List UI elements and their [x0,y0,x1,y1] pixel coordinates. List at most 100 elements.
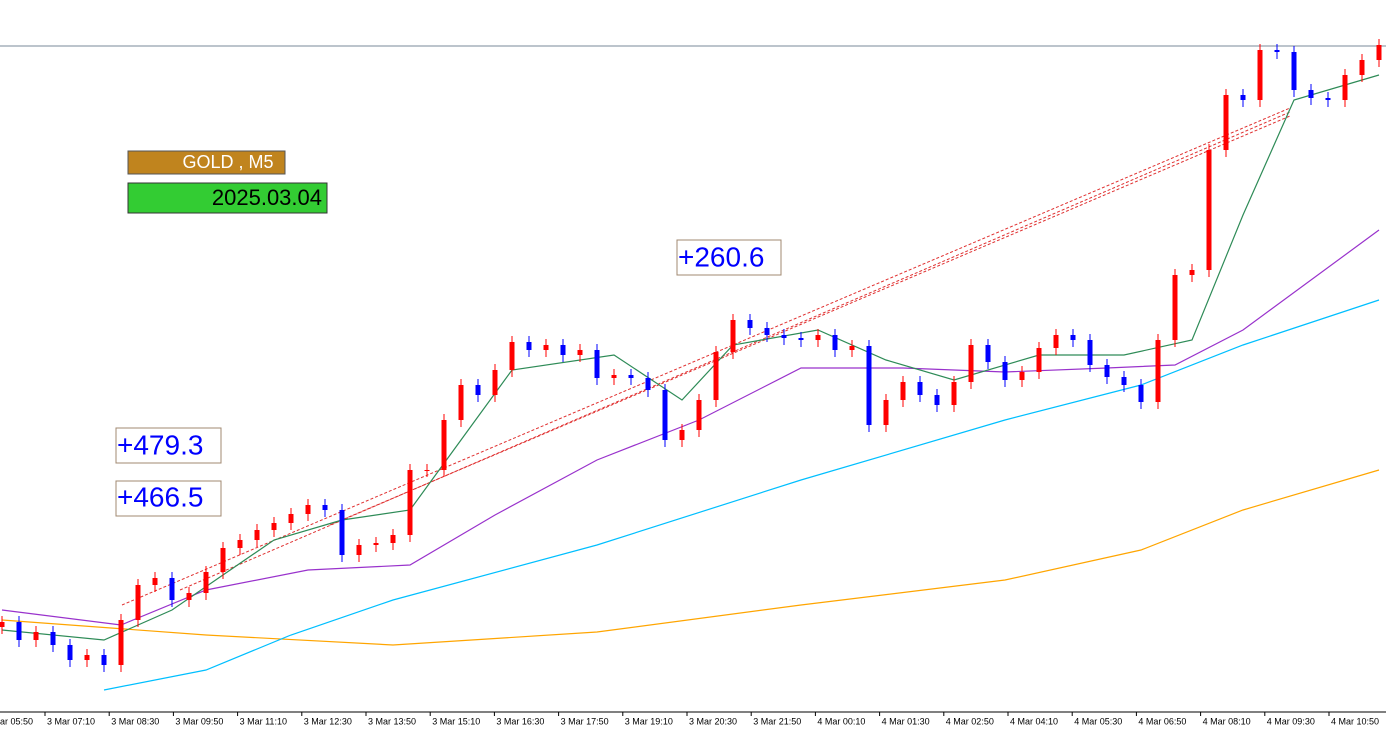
candle-body [832,335,838,350]
x-tick-label: 3 Mar 17:50 [561,716,609,726]
candle-body [1036,348,1042,372]
annotation: +466.5 [117,481,203,512]
candle-body [237,540,243,548]
candle-body [1155,340,1161,402]
candle-body [1121,377,1127,385]
candle-body [1325,98,1331,100]
candle-body [781,335,787,338]
annotation-box [115,427,222,464]
x-tick-label: 3 Mar 20:30 [689,716,737,726]
candle-body [169,578,175,600]
date-label: 2025.03.04 [212,185,322,210]
x-tick-label: 4 Mar 02:50 [946,716,994,726]
x-tick-label: 4 Mar 04:10 [1010,716,1058,726]
candle-body [951,382,957,405]
candle-body [322,505,328,510]
candle-body [577,350,583,355]
candle-body [798,338,804,340]
candle-body [186,593,192,600]
date-box [127,182,328,214]
candle-body [696,400,702,430]
annotation-box [676,239,782,276]
candle-body [16,622,22,640]
candle-body [866,346,872,425]
x-tick-label: 3 Mar 16:30 [496,716,544,726]
candle-body [611,375,617,378]
candle-body [475,385,481,395]
candle-body [0,622,5,627]
x-tick-label: 3 Mar 13:50 [368,716,416,726]
candle-body [1223,95,1229,150]
candle-body [985,345,991,362]
candle-body [373,543,379,545]
candle-body [390,535,396,543]
candle-body [645,378,651,390]
x-tick-label: 4 Mar 08:10 [1203,716,1251,726]
candle-body [203,572,209,593]
trend-lines [121,107,1291,606]
x-tick-label: 3 Mar 15:10 [432,716,480,726]
candle-body [543,345,549,350]
candle-body [679,430,685,440]
candle-body [1087,340,1093,365]
candle-body [271,523,277,530]
candle-body [1172,275,1178,340]
candle-body [33,632,39,640]
candle-body [1070,335,1076,340]
candle-body [101,655,107,665]
x-tick-label: 4 Mar 10:50 [1331,716,1379,726]
candle-body [67,645,73,660]
candle-body [1359,60,1365,75]
moving-average [1,469,1380,646]
candle-body [594,350,600,378]
moving-average [103,299,1380,691]
x-tick-label: 3 Mar 07:10 [47,716,95,726]
candle-body [441,420,447,470]
candle-body [407,470,413,535]
x-tick-label: 3 Mar 21:50 [753,716,801,726]
candle-body [305,505,311,514]
candle-body [1240,95,1246,100]
x-tick-label: 4 Mar 05:30 [1074,716,1122,726]
candle-body [628,375,634,378]
candle-body [84,655,90,660]
candle-body [560,345,566,355]
candle-body [730,320,736,352]
candle-body [1104,365,1110,377]
candle-body [917,382,923,395]
candle-body [1376,45,1382,60]
candle-body [254,530,260,540]
x-tick-label: 4 Mar 00:10 [817,716,865,726]
candle-body [1308,90,1314,98]
candle-body [288,514,294,523]
candle-body [135,585,141,620]
annotation: +479.3 [117,429,203,460]
candle-body [1002,362,1008,380]
symbol-box [127,150,286,175]
candle-body [713,352,719,400]
annotation-box [115,480,222,517]
candle-body [1274,50,1280,52]
candle-body [815,335,821,340]
x-tick-label: 3 Mar 11:10 [240,716,287,726]
candle-body [968,345,974,382]
symbol-label: GOLD , M5 [182,152,273,172]
candle-body [220,548,226,572]
x-tick-label: 3 Mar 09:50 [175,716,223,726]
candle-body [1257,50,1263,100]
candle-body [1189,270,1195,275]
candle-body [934,395,940,405]
candle-body [118,620,124,665]
candle-body [492,370,498,395]
annotation: +260.6 [678,241,764,272]
candle-body [883,400,889,425]
candle-body [1053,335,1059,348]
x-tick-label: 3 Mar 12:30 [304,716,352,726]
x-tick-label: ar 05:50 [0,716,33,726]
candle-body [849,346,855,350]
candle-body [424,470,430,471]
x-tick-label: 3 Mar 08:30 [111,716,159,726]
candle-body [764,328,770,335]
candle-body [1019,372,1025,380]
